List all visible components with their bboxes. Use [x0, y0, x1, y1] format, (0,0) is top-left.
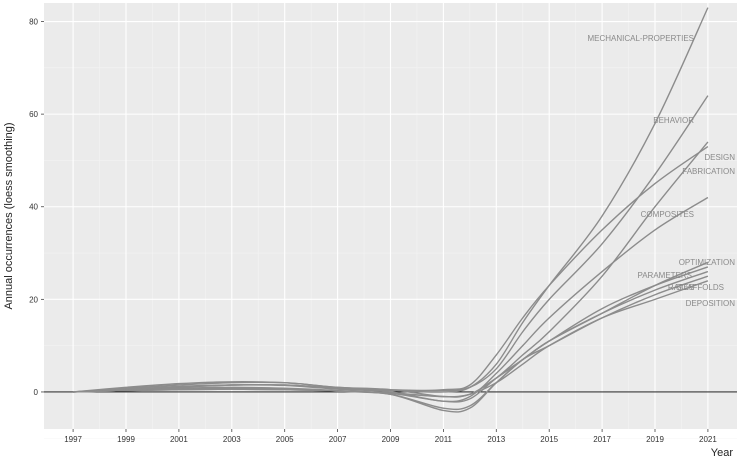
x-axis-title: Year: [711, 447, 734, 459]
grid-lines: [44, 3, 737, 439]
series-label-design: DESIGN: [704, 153, 735, 162]
y-tick-label: 0: [34, 388, 39, 397]
series-label-fabrication: FABRICATION: [682, 167, 735, 176]
y-tick-label: 20: [29, 295, 38, 304]
series-line-parameters: [73, 266, 709, 411]
x-axis-ticks: 1997 1999 2001 2003 2005 2007 2009 2011 2013 2015…: [64, 429, 717, 444]
series-line-behavior: [73, 95, 709, 393]
series-labels: MECHANICAL-PROPERTIES BEHAVIOR DESIGN FABRI…: [587, 34, 735, 308]
y-axis-ticks: 0 20 40 60 80: [29, 18, 44, 397]
series-label-mechanical-properties: MECHANICAL-PROPERTIES: [587, 34, 694, 43]
y-tick-label: 40: [29, 203, 38, 212]
x-tick-label: 2005: [276, 435, 294, 444]
x-tick-label: 2021: [699, 435, 717, 444]
y-axis-title: Annual occurrences (loess smoothing): [3, 122, 15, 309]
x-tick-label: 1999: [117, 435, 135, 444]
x-tick-label: 2009: [382, 435, 400, 444]
y-tick-label: 80: [29, 18, 38, 27]
series-label-parameters: PARAMETERS: [637, 271, 692, 280]
series-label-deposition: DEPOSITION: [686, 299, 736, 308]
x-tick-label: 2007: [329, 435, 347, 444]
series-lines: [73, 7, 709, 413]
series-label-composites: COMPOSITES: [641, 210, 694, 219]
x-tick-label: 2001: [170, 435, 188, 444]
series-label-scaffolds: SCAFFOLDS: [676, 283, 724, 292]
series-label-optimization: OPTIMIZATION: [679, 258, 736, 267]
series-label-rates: RATES: [668, 283, 694, 292]
series-line-deposition: [73, 280, 709, 398]
y-tick-label: 60: [29, 110, 38, 119]
x-tick-label: 2015: [540, 435, 558, 444]
x-tick-label: 2017: [593, 435, 611, 444]
series-label-behavior: BEHAVIOR: [653, 116, 694, 125]
x-tick-label: 2013: [487, 435, 505, 444]
x-tick-label: 2003: [223, 435, 241, 444]
x-tick-label: 2019: [646, 435, 664, 444]
x-tick-label: 1997: [64, 435, 82, 444]
x-tick-label: 2011: [435, 435, 453, 444]
